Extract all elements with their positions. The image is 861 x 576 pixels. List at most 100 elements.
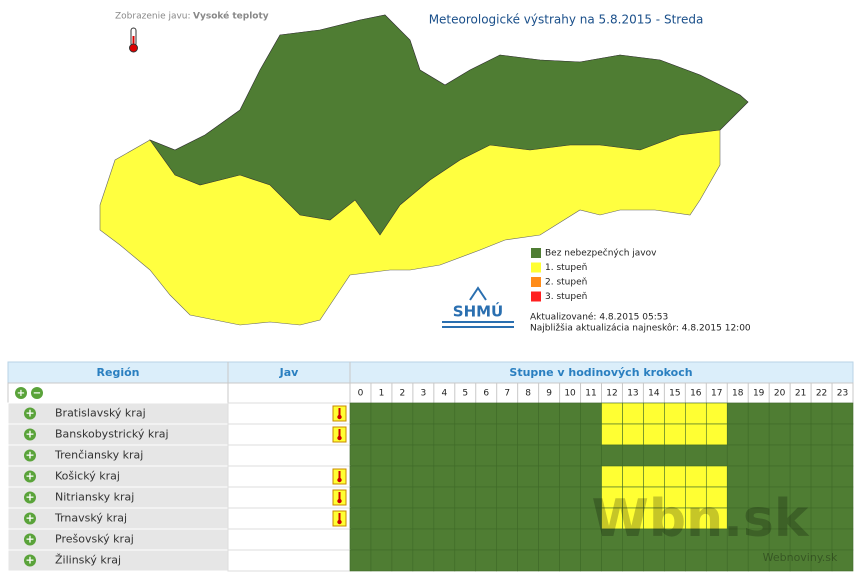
level-cell — [412, 549, 435, 572]
level-cell — [643, 444, 665, 467]
level-cell — [601, 465, 623, 488]
region-name: Trnavský kraj — [54, 512, 127, 525]
level-cell — [412, 465, 435, 488]
expand-row[interactable] — [24, 428, 36, 441]
expand-sign: + — [25, 407, 34, 420]
level-cell — [370, 507, 393, 530]
col-jav: Jav — [279, 366, 300, 379]
hour-label: 6 — [483, 389, 489, 399]
level-cell — [475, 423, 498, 446]
level-cell — [685, 444, 707, 467]
level-cell — [580, 402, 602, 425]
hour-label: 11 — [585, 389, 596, 399]
level-cell — [517, 423, 539, 446]
legend-swatch — [531, 248, 541, 258]
expand-sign: + — [25, 512, 34, 525]
expand-row[interactable] — [24, 407, 36, 420]
view-label: Zobrazenie javu: — [115, 12, 191, 22]
level-cell — [370, 549, 393, 572]
hour-label: 13 — [627, 389, 638, 399]
watermark-sub: Webnoviny.sk — [763, 551, 838, 564]
level-cell — [475, 465, 498, 488]
expand-row[interactable] — [24, 512, 36, 525]
hour-label: 12 — [606, 389, 617, 399]
level-cell — [768, 402, 791, 425]
level-cell — [685, 465, 707, 488]
level-cell — [433, 444, 456, 467]
level-cell — [517, 444, 539, 467]
level-cell — [643, 423, 665, 446]
level-cell — [810, 486, 833, 509]
level-cell — [454, 465, 477, 488]
level-cell — [349, 423, 372, 446]
level-cell — [391, 486, 414, 509]
level-cell — [810, 465, 833, 488]
hour-label: 22 — [816, 389, 827, 399]
level-cell — [685, 549, 707, 572]
level-cell — [538, 465, 560, 488]
level-cell — [496, 528, 518, 551]
jav-cell — [227, 507, 351, 530]
level-cell — [789, 465, 812, 488]
warning-icon-bulb — [337, 435, 342, 441]
level-cell — [538, 402, 560, 425]
level-cell — [726, 465, 749, 488]
level-cell — [433, 402, 456, 425]
level-cell — [685, 423, 707, 446]
expand-all[interactable]: + − — [15, 387, 43, 399]
level-cell — [412, 444, 435, 467]
level-cell — [559, 444, 581, 467]
level-cell — [601, 549, 623, 572]
level-cell — [433, 486, 456, 509]
level-cell — [559, 465, 581, 488]
level-cell — [496, 507, 518, 530]
table-subheader-bg — [7, 382, 854, 404]
level-cell — [538, 549, 560, 572]
level-cell — [433, 507, 456, 530]
level-cell — [810, 444, 833, 467]
legend-label: 2. stupeň — [545, 277, 587, 288]
hour-label: 7 — [504, 389, 510, 399]
warning-icon-stem — [338, 471, 341, 479]
region-name: Žilinský kraj — [55, 554, 121, 567]
level-cell — [559, 486, 581, 509]
logo-text: SHMÚ — [453, 302, 503, 321]
level-cell — [810, 423, 833, 446]
hour-label: 14 — [648, 389, 660, 399]
expand-row[interactable] — [24, 449, 36, 462]
level-cell — [831, 507, 854, 530]
level-cell — [705, 465, 728, 488]
svg-text:+: + — [17, 388, 25, 399]
expand-row[interactable] — [24, 554, 36, 567]
level-cell — [349, 402, 372, 425]
level-cell — [391, 423, 414, 446]
level-cell — [580, 549, 602, 572]
level-cell — [810, 528, 833, 551]
level-cell — [831, 549, 854, 572]
hour-label: 15 — [669, 389, 680, 399]
level-cell — [601, 423, 623, 446]
hour-label: 23 — [837, 389, 848, 399]
expand-row[interactable] — [24, 533, 36, 546]
jav-cell — [227, 465, 351, 488]
expand-row[interactable] — [24, 491, 36, 504]
level-cell — [768, 444, 791, 467]
level-cell — [705, 549, 728, 572]
hour-label: 5 — [462, 389, 468, 399]
region-name: Prešovský kraj — [55, 533, 134, 546]
expand-row[interactable] — [24, 470, 36, 483]
updated: Aktualizované: 4.8.2015 05:53 — [530, 312, 668, 323]
level-cell — [454, 486, 477, 509]
level-cell — [475, 402, 498, 425]
expand-sign: + — [25, 533, 34, 546]
hour-label: 21 — [795, 389, 806, 399]
level-cell — [496, 486, 518, 509]
level-cell — [726, 549, 749, 572]
level-cell — [412, 423, 435, 446]
level-cell — [538, 507, 560, 530]
level-cell — [601, 402, 623, 425]
level-cell — [726, 402, 749, 425]
thermometer-icon — [129, 27, 138, 53]
level-cell — [475, 507, 498, 530]
warning-icon-bulb — [337, 414, 342, 420]
